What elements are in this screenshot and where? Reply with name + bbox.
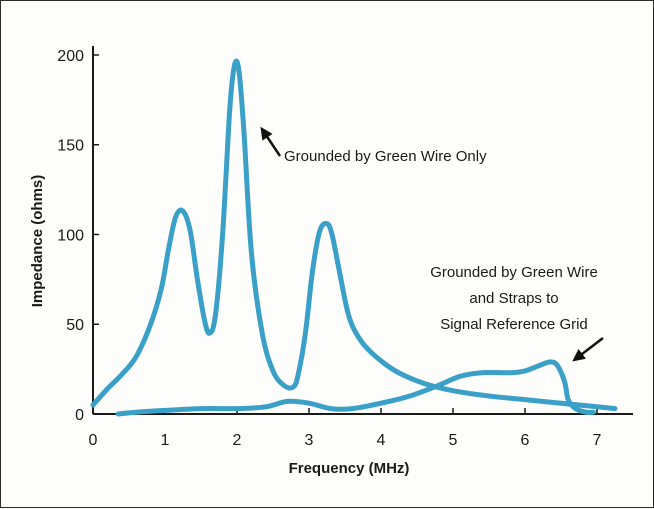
series-line-2 <box>115 359 596 417</box>
annotation-straps-line-1: Grounded by Green Wire <box>430 264 598 281</box>
y-axis-title: Impedance (ohms) <box>29 175 46 308</box>
axes <box>92 46 633 415</box>
series-line-1 <box>90 58 618 412</box>
x-tick-label: 5 <box>449 432 458 449</box>
x-tick-label: 4 <box>377 432 386 449</box>
x-tick-label: 2 <box>233 432 242 449</box>
y-ticks: 0 50 100 150 200 <box>57 48 99 424</box>
x-tick-label: 0 <box>89 432 98 449</box>
y-tick-label: 200 <box>57 48 84 65</box>
annotation-arrows <box>260 126 604 362</box>
series-layer <box>90 58 618 417</box>
x-tick-label: 7 <box>593 432 602 449</box>
x-tick-label: 1 <box>161 432 170 449</box>
arrow-green-wire-only <box>260 126 282 157</box>
y-tick-label: 150 <box>57 138 84 155</box>
y-tick-label: 0 <box>75 407 84 424</box>
x-tick-label: 3 <box>305 432 314 449</box>
y-tick-label: 50 <box>66 317 84 334</box>
annotation-green-wire-only: Grounded by Green Wire Only <box>284 148 487 165</box>
annotation-straps-line-3: Signal Reference Grid <box>440 316 588 333</box>
annotation-straps-line-2: and Straps to <box>469 290 558 307</box>
x-tick-label: 6 <box>521 432 530 449</box>
arrow-straps <box>572 337 604 362</box>
x-axis-title: Frequency (MHz) <box>289 460 410 477</box>
y-tick-label: 100 <box>57 227 84 244</box>
